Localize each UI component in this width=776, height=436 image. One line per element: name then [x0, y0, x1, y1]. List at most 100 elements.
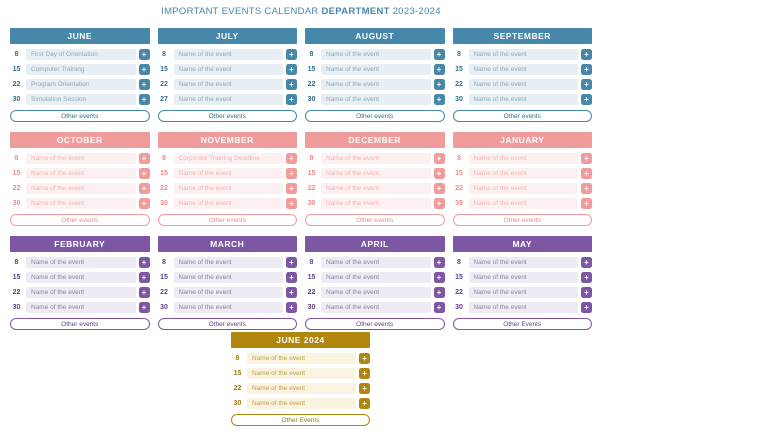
other-events-button[interactable]: Other events — [305, 110, 445, 122]
other-events-button[interactable]: Other events — [157, 214, 297, 226]
event-name-field[interactable]: Name of the event — [173, 183, 283, 194]
add-event-button[interactable]: + — [138, 198, 150, 209]
event-name-field[interactable]: Name of the event — [173, 302, 283, 313]
add-event-button[interactable]: + — [581, 272, 592, 283]
add-event-button[interactable]: + — [286, 49, 297, 60]
add-event-button[interactable]: + — [581, 49, 592, 60]
add-event-button[interactable]: + — [138, 153, 150, 164]
event-name-field[interactable]: Name of the event — [173, 257, 283, 268]
event-name-field[interactable]: Name of the event — [26, 183, 136, 194]
event-name-field[interactable]: Name of the event — [321, 79, 431, 90]
add-event-button[interactable]: + — [138, 94, 150, 105]
other-events-button[interactable]: Other events — [10, 318, 150, 330]
add-event-button[interactable]: + — [581, 168, 592, 179]
add-event-button[interactable]: + — [433, 198, 445, 209]
event-name-field[interactable]: Name of the event — [468, 153, 578, 164]
event-name-field[interactable]: Name of the event — [321, 49, 431, 60]
other-events-button[interactable]: Other Events — [452, 318, 592, 330]
other-events-button[interactable]: Other events — [452, 110, 592, 122]
other-events-button[interactable]: Other Events — [231, 414, 370, 426]
add-event-button[interactable]: + — [138, 64, 150, 75]
event-name-field[interactable]: Name of the event — [321, 168, 431, 179]
event-name-field[interactable]: Name of the event — [468, 272, 578, 283]
add-event-button[interactable]: + — [433, 287, 445, 298]
event-name-field[interactable]: Name of the event — [321, 198, 431, 209]
other-events-button[interactable]: Other events — [452, 214, 592, 226]
add-event-button[interactable]: + — [286, 272, 297, 283]
event-name-field[interactable]: Simulation Session — [26, 94, 136, 105]
event-name-field[interactable]: Name of the event — [468, 49, 578, 60]
other-events-button[interactable]: Other events — [305, 214, 445, 226]
add-event-button[interactable]: + — [581, 94, 592, 105]
event-name-field[interactable]: Name of the event — [173, 64, 283, 75]
event-name-field[interactable]: Name of the event — [26, 257, 136, 268]
event-name-field[interactable]: Name of the event — [468, 64, 578, 75]
event-name-field[interactable]: First Day of Orientation — [26, 49, 136, 60]
add-event-button[interactable]: + — [286, 153, 297, 164]
add-event-button[interactable]: + — [359, 353, 370, 364]
event-name-field[interactable]: Name of the event — [247, 353, 356, 364]
add-event-button[interactable]: + — [581, 79, 592, 90]
event-name-field[interactable]: Name of the event — [26, 272, 136, 283]
add-event-button[interactable]: + — [286, 183, 297, 194]
event-name-field[interactable]: Name of the event — [321, 302, 431, 313]
event-name-field[interactable]: Name of the event — [468, 287, 578, 298]
event-name-field[interactable]: Name of the event — [173, 168, 283, 179]
add-event-button[interactable]: + — [138, 168, 150, 179]
other-events-button[interactable]: Other events — [157, 110, 297, 122]
event-name-field[interactable]: Name of the event — [468, 198, 578, 209]
event-name-field[interactable]: Name of the event — [173, 287, 283, 298]
add-event-button[interactable]: + — [433, 302, 445, 313]
add-event-button[interactable]: + — [138, 272, 150, 283]
event-name-field[interactable]: Name of the event — [173, 79, 283, 90]
add-event-button[interactable]: + — [433, 94, 445, 105]
add-event-button[interactable]: + — [581, 64, 592, 75]
add-event-button[interactable]: + — [581, 198, 592, 209]
other-events-button[interactable]: Other events — [10, 214, 150, 226]
event-name-field[interactable]: Name of the event — [173, 49, 283, 60]
add-event-button[interactable]: + — [138, 302, 150, 313]
event-name-field[interactable]: Name of the event — [468, 168, 578, 179]
event-name-field[interactable]: Name of the event — [321, 64, 431, 75]
event-name-field[interactable]: Name of the event — [26, 302, 136, 313]
other-events-button[interactable]: Other events — [157, 318, 297, 330]
add-event-button[interactable]: + — [286, 302, 297, 313]
add-event-button[interactable]: + — [433, 64, 445, 75]
other-events-button[interactable]: Other events — [10, 110, 150, 122]
event-name-field[interactable]: Name of the event — [247, 398, 356, 409]
event-name-field[interactable]: Name of the event — [26, 153, 136, 164]
add-event-button[interactable]: + — [433, 272, 445, 283]
event-name-field[interactable]: Name of the event — [321, 287, 431, 298]
add-event-button[interactable]: + — [581, 153, 592, 164]
event-name-field[interactable]: Name of the event — [247, 368, 356, 379]
add-event-button[interactable]: + — [138, 183, 150, 194]
event-name-field[interactable]: Name of the event — [26, 287, 136, 298]
add-event-button[interactable]: + — [286, 257, 297, 268]
event-name-field[interactable]: Name of the event — [321, 183, 431, 194]
add-event-button[interactable]: + — [581, 287, 592, 298]
add-event-button[interactable]: + — [286, 198, 297, 209]
event-name-field[interactable]: Name of the event — [468, 79, 578, 90]
add-event-button[interactable]: + — [359, 368, 370, 379]
add-event-button[interactable]: + — [433, 183, 445, 194]
event-name-field[interactable]: Name of the event — [468, 183, 578, 194]
event-name-field[interactable]: Name of the event — [321, 153, 431, 164]
event-name-field[interactable]: Name of the event — [468, 94, 578, 105]
add-event-button[interactable]: + — [138, 79, 150, 90]
add-event-button[interactable]: + — [359, 398, 370, 409]
event-name-field[interactable]: Name of the event — [468, 302, 578, 313]
other-events-button[interactable]: Other events — [305, 318, 445, 330]
event-name-field[interactable]: Name of the event — [26, 198, 136, 209]
event-name-field[interactable]: Name of the event — [468, 257, 578, 268]
event-name-field[interactable]: Computer Training — [26, 64, 136, 75]
event-name-field[interactable]: Name of the event — [247, 383, 356, 394]
add-event-button[interactable]: + — [581, 302, 592, 313]
add-event-button[interactable]: + — [433, 257, 445, 268]
event-name-field[interactable]: Name of the event — [173, 272, 283, 283]
add-event-button[interactable]: + — [433, 79, 445, 90]
event-name-field[interactable]: Name of the event — [321, 272, 431, 283]
add-event-button[interactable]: + — [286, 64, 297, 75]
event-name-field[interactable]: Name of the event — [321, 257, 431, 268]
event-name-field[interactable]: Name of the event — [321, 94, 431, 105]
add-event-button[interactable]: + — [138, 257, 150, 268]
